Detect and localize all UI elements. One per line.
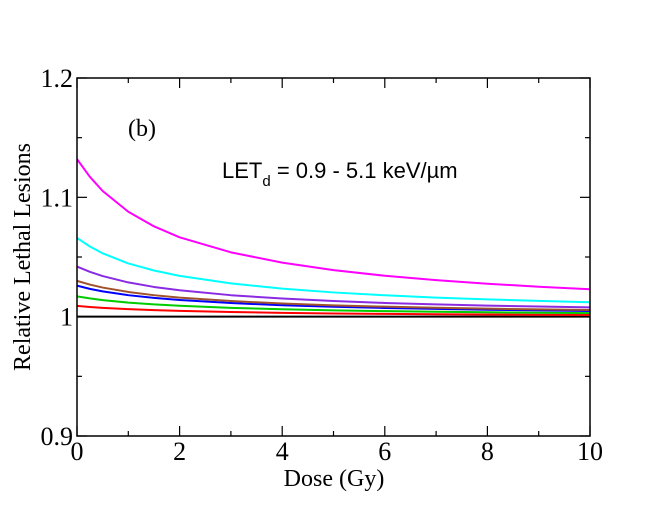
x-tick-label: 8 <box>481 437 494 466</box>
y-tick-label: 1.2 <box>41 64 74 93</box>
tick-labels: 0 2 4 6 8 10 0.9 1 1.1 1.2 <box>41 64 604 466</box>
series-line-red <box>76 304 591 316</box>
x-tick-label: 0 <box>71 437 84 466</box>
series-layer <box>76 158 591 318</box>
let-annotation-subscript: d <box>262 173 270 190</box>
x-axis-title: Dose (Gy) <box>284 466 385 492</box>
series-line-magenta <box>76 158 591 291</box>
series-line-violet <box>76 265 591 309</box>
let-annotation-main: LET <box>222 158 262 183</box>
x-tick-label: 4 <box>276 437 289 466</box>
series-line-brown <box>76 279 591 311</box>
panel-label: (b) <box>128 116 156 142</box>
y-axis-title: Relative Lethal Lesions <box>10 143 36 371</box>
x-tick-label: 2 <box>173 437 186 466</box>
let-annotation-range: = 0.9 - 5.1 keV/µm <box>271 158 458 183</box>
y-tick-label: 1 <box>60 303 73 332</box>
series-line-green <box>76 295 591 315</box>
let-annotation: LETd = 0.9 - 5.1 keV/µm <box>222 158 458 190</box>
series-line-blue <box>76 284 591 312</box>
y-tick-label: 0.9 <box>41 422 74 451</box>
ticks-layer <box>76 77 591 437</box>
x-tick-label: 10 <box>577 437 603 466</box>
x-tick-label: 6 <box>378 437 391 466</box>
series-line-cyan <box>76 237 591 304</box>
y-tick-label: 1.1 <box>41 183 74 212</box>
